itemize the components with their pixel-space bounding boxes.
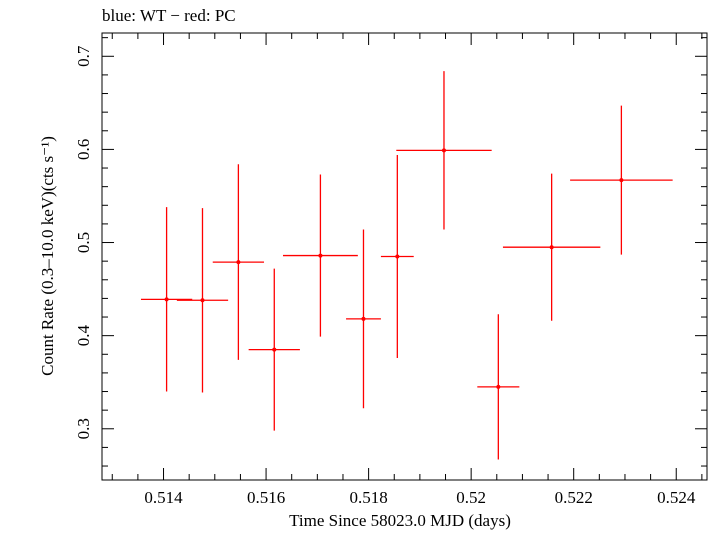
y-tick-label: 0.7 [74, 45, 93, 67]
x-tick-label: 0.52 [456, 488, 486, 507]
point-marker [361, 316, 366, 321]
data-point [140, 207, 193, 392]
axis-ticks [102, 33, 707, 480]
point-marker [272, 347, 277, 352]
y-tick-label: 0.6 [74, 139, 93, 160]
plot-frame [101, 32, 708, 481]
data-point [502, 173, 601, 321]
x-tick-label: 0.518 [349, 488, 387, 507]
y-tick-labels: 0.3 0.4 0.5 0.6 0.7 [74, 45, 93, 439]
x-tick-label: 0.516 [247, 488, 285, 507]
y-tick-label: 0.3 [74, 418, 93, 439]
y-axis-label: Count Rate (0.3–10.0 keV)(cts s⁻¹) [38, 136, 57, 376]
data-point [570, 105, 673, 255]
x-tick-labels: 0.514 0.516 0.518 0.52 0.522 0.524 [144, 488, 695, 507]
data-point [212, 164, 265, 360]
point-marker [318, 253, 323, 258]
data-point [477, 314, 520, 460]
x-axis-label: Time Since 58023.0 MJD (days) [289, 511, 511, 530]
y-tick-label: 0.4 [74, 325, 93, 347]
chart-subtitle: blue: WT − red: PC [102, 6, 236, 25]
data-point [282, 174, 358, 337]
data-point [346, 229, 381, 409]
x-tick-label: 0.522 [555, 488, 593, 507]
x-tick-label: 0.524 [657, 488, 696, 507]
point-marker [200, 298, 205, 303]
x-tick-label: 0.514 [144, 488, 183, 507]
point-marker [441, 148, 446, 153]
y-tick-label: 0.5 [74, 232, 93, 253]
point-marker [236, 260, 241, 265]
point-marker [496, 384, 501, 389]
data-point [396, 71, 492, 230]
point-marker [549, 245, 554, 250]
data-point [176, 208, 229, 393]
point-marker [164, 297, 169, 302]
data-point [248, 268, 300, 431]
data-point [380, 154, 414, 359]
point-marker [619, 178, 624, 183]
point-marker [395, 254, 400, 259]
data-marks [140, 71, 673, 460]
